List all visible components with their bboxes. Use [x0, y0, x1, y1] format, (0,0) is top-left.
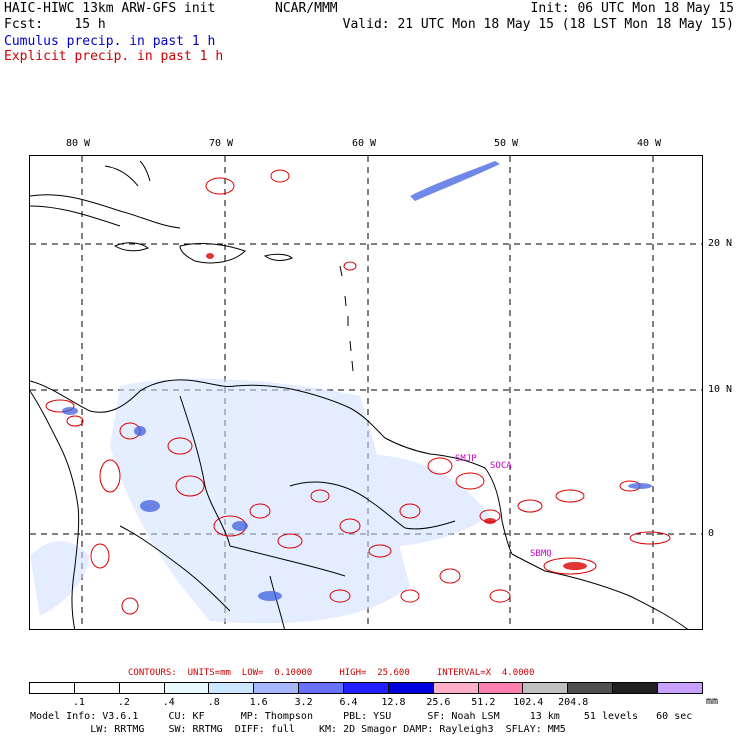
- valid-time: Valid: 21 UTC Mon 18 May 15 (18 LST Mon …: [342, 17, 734, 32]
- lon-label-50w: 50 W: [494, 138, 519, 149]
- colorbar-tick-label: 6.4: [339, 697, 358, 708]
- forecast-hour: Fcst: 15 h: [4, 17, 106, 32]
- colorbar-tick-label: .8: [207, 697, 220, 708]
- init-time: Init: 06 UTC Mon 18 May 15: [530, 1, 735, 16]
- colorbar-segment: [523, 683, 569, 693]
- colorbar-tick-label: .1: [72, 697, 85, 708]
- colorbar-segment: [433, 683, 479, 693]
- colorbar-segment: [254, 683, 300, 693]
- lon-label-40w: 40 W: [637, 138, 662, 149]
- model-info-line1: Model Info: V3.6.1 CU: KF MP: Thompson P…: [30, 711, 693, 722]
- colorbar-segment: [119, 683, 165, 693]
- colorbar-segment: [30, 683, 75, 693]
- colorbar-segment: [164, 683, 210, 693]
- model-info-line2: LW: RRTMG SW: RRTMG DIFF: full KM: 2D Sm…: [30, 724, 566, 735]
- coastlines: [30, 160, 689, 629]
- lat-label-20n: 20 N: [708, 238, 733, 249]
- colorbar-segment: [209, 683, 255, 693]
- cumulus-shading: [30, 378, 490, 624]
- colorbar-tick-label: 3.2: [294, 697, 313, 708]
- lon-label-80w: 80 W: [66, 138, 91, 149]
- contours-info: CONTOURS: UNITS=mm LOW= 0.10000 HIGH= 25…: [128, 668, 535, 678]
- colorbar: [29, 682, 703, 694]
- colorbar-segment: [344, 683, 389, 693]
- precip-map: SMJP SOCA SBMQ: [29, 155, 703, 630]
- lat-label-10n: 10 N: [708, 384, 733, 395]
- cumulus-legend: Cumulus precip. in past 1 h: [4, 34, 216, 49]
- colorbar-segment: [388, 683, 434, 693]
- colorbar-tick-label: 12.8: [381, 697, 406, 708]
- colorbar-tick-label: 1.6: [249, 697, 268, 708]
- colorbar-tick-label: .2: [117, 697, 130, 708]
- colorbar-tick-label: 25.6: [426, 697, 451, 708]
- colorbar-segment: [658, 683, 702, 693]
- colorbar-segment: [299, 683, 345, 693]
- model-title: HAIC-HIWC 13km ARW-GFS init: [4, 1, 216, 16]
- map-canvas: SMJP SOCA SBMQ: [30, 156, 702, 629]
- colorbar-segment: [74, 683, 120, 693]
- colorbar-segment: [568, 683, 614, 693]
- cumulus-precip-spots: [62, 161, 652, 601]
- colorbar-tick-label: 204.8: [558, 697, 589, 708]
- colorbar-tick-label: .4: [162, 697, 175, 708]
- station-label-smjp: SMJP: [455, 454, 477, 464]
- colorbar-segment: [613, 683, 659, 693]
- colorbar-tick-label: 51.2: [471, 697, 496, 708]
- lat-label-0: 0: [708, 528, 715, 539]
- org-label: NCAR/MMM: [275, 1, 338, 16]
- colorbar-segment: [478, 683, 524, 693]
- colorbar-unit: mm: [706, 696, 719, 707]
- explicit-legend: Explicit precip. in past 1 h: [4, 49, 224, 64]
- station-label-soca: SOCA: [490, 461, 512, 471]
- colorbar-tick-label: 102.4: [513, 697, 544, 708]
- lon-label-60w: 60 W: [352, 138, 377, 149]
- station-label-sbmq: SBMQ: [530, 549, 552, 559]
- heavy-explicit-precip: [206, 253, 587, 570]
- lon-label-70w: 70 W: [209, 138, 234, 149]
